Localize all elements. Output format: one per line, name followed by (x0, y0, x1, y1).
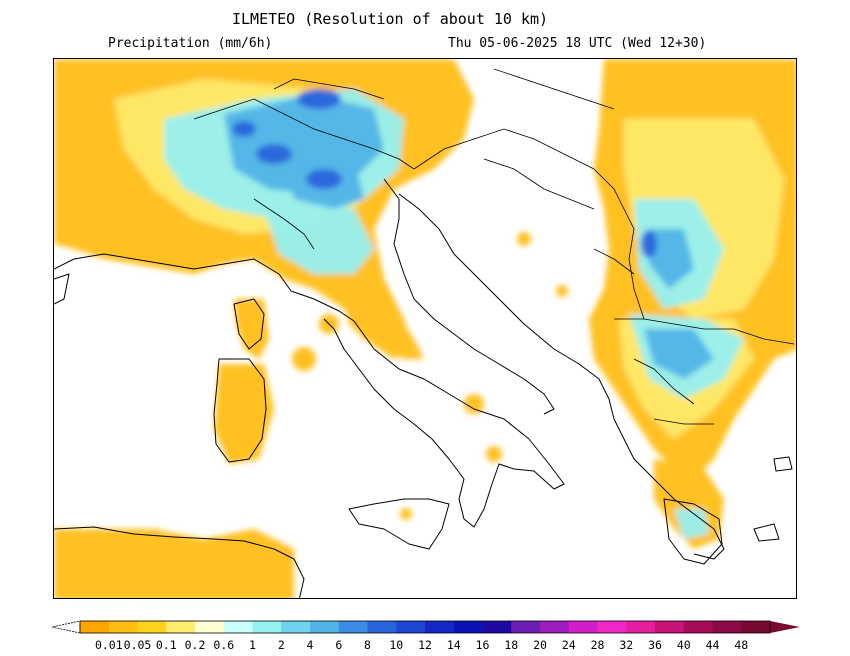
precipitation-map (53, 58, 797, 599)
colorbar-tick-label: 2 (277, 638, 285, 652)
colorbar-tick-label: 0.01 (94, 638, 123, 652)
colorbar-cell (310, 621, 340, 633)
colorbar-tick-label: 48 (734, 638, 749, 652)
colorbar-cell (597, 621, 627, 633)
map-svg (54, 59, 796, 598)
colorbar-cell (80, 621, 110, 633)
colorbar-cell (511, 621, 541, 633)
colorbar-cell (195, 621, 225, 633)
colorbar-tick-label: 16 (475, 638, 490, 652)
colorbar-tick-label: 20 (533, 638, 547, 652)
colorbar-tick-label: 0.2 (184, 638, 206, 652)
colorbar-cell (338, 621, 368, 633)
colorbar-cell (568, 621, 598, 633)
precip-blue (224, 94, 714, 379)
colorbar-tick-label: 0.05 (123, 638, 152, 652)
colorbar-tick-label: 0.1 (155, 638, 177, 652)
colorbar-outline (79, 620, 771, 634)
valid-time-label: Thu 05-06-2025 18 UTC (Wed 12+30) (448, 36, 707, 51)
colorbar-cell (108, 621, 138, 633)
colorbar-tick-label: 0.6 (213, 638, 235, 652)
precip-dark-blue (232, 89, 657, 258)
colorbar-cell (396, 621, 426, 633)
coastlines (54, 178, 793, 598)
colorbar-tick-label: 10 (389, 638, 404, 652)
colorbar-cell (540, 621, 570, 633)
colorbar-cell (223, 621, 253, 633)
colorbar-cell (367, 621, 397, 633)
map-title: ILMETEO (Resolution of about 10 km) (232, 10, 549, 28)
colorbar-tick-label: 28 (590, 638, 605, 652)
colorbar-tick-label: 4 (306, 638, 314, 652)
precipitation-field (54, 59, 796, 598)
colorbar-cell (281, 621, 311, 633)
colorbar-tick-label: 6 (335, 638, 343, 652)
colorbar-cell (741, 621, 771, 633)
colorbar-over-arrow (770, 621, 800, 633)
colorbar-cell (166, 621, 196, 633)
colorbar-cell (425, 621, 455, 633)
colorbar-tick-label: 8 (364, 638, 371, 652)
colorbar-tick-label: 40 (676, 638, 691, 652)
colorbar-tick-label: 18 (504, 638, 519, 652)
colorbar-cells (51, 620, 800, 634)
colorbar-cell (683, 621, 713, 633)
colorbar-tick-label: 36 (648, 638, 662, 652)
colorbar-tick-label: 1 (249, 638, 256, 652)
colorbar-cell (712, 621, 742, 633)
colorbar-tick-label: 32 (619, 638, 634, 652)
colorbar-tick-label: 24 (561, 638, 576, 652)
colorbar-cell (655, 621, 685, 633)
country-borders (193, 68, 795, 425)
variable-label: Precipitation (mm/6h) (108, 36, 273, 51)
colorbar-cell (453, 621, 483, 633)
colorbar-cell (626, 621, 656, 633)
colorbar-cell (137, 621, 167, 633)
colorbar-tick-label: 44 (705, 638, 720, 652)
precipitation-colorbar (51, 620, 800, 634)
colorbar-under-arrow (51, 620, 81, 634)
colorbar-cell (482, 621, 512, 633)
colorbar-tick-label: 14 (446, 638, 461, 652)
colorbar-cell (252, 621, 282, 633)
colorbar-tick-label: 12 (418, 638, 432, 652)
